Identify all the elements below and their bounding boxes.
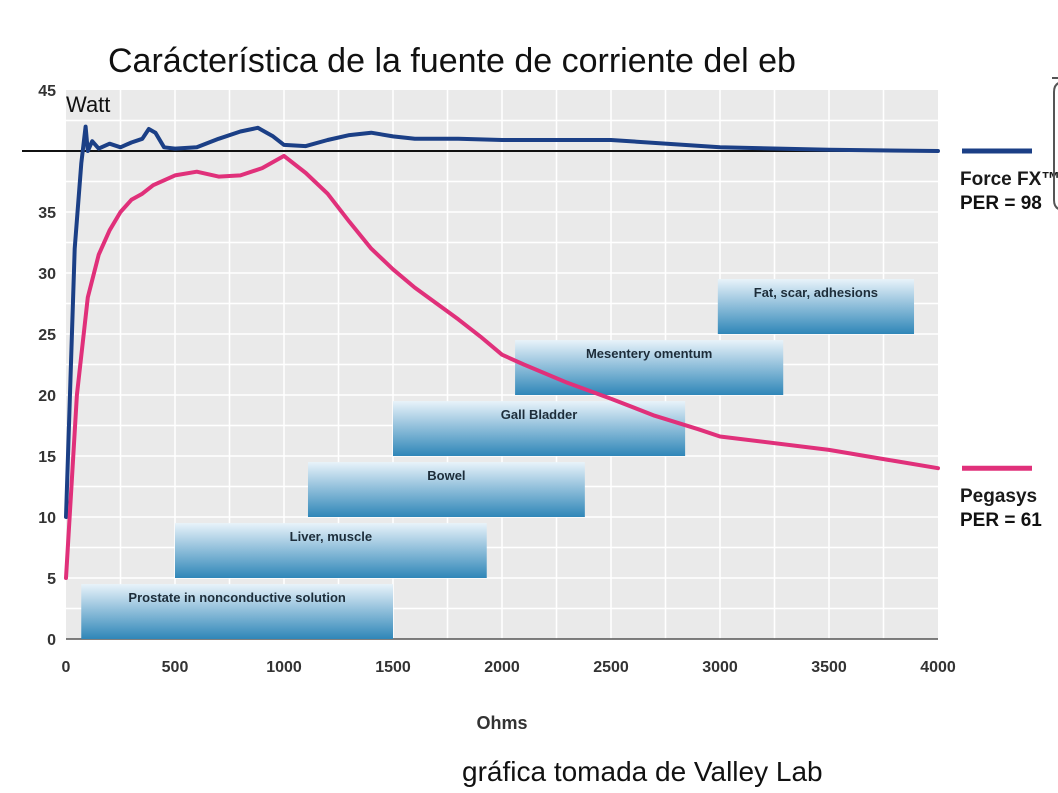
tissue-band-label: Bowel: [427, 468, 465, 483]
y-tick-label: 5: [47, 571, 56, 588]
tissue-band: [175, 523, 487, 578]
x-tick-label: 1500: [375, 659, 411, 676]
x-tick-label: 0: [62, 659, 71, 676]
x-tick-label: 4000: [920, 659, 956, 676]
cropped-callout-box: [1053, 82, 1058, 210]
x-tick-label: 2000: [484, 659, 520, 676]
tissue-band-label: Gall Bladder: [501, 407, 578, 422]
legend-series-name: Pegasys: [960, 486, 1037, 507]
legend-series-name: Force FX™: [960, 169, 1058, 190]
chart-title: Carácterística de la fuente de corriente…: [108, 42, 796, 80]
legend-series-per: PER = 61: [960, 510, 1042, 531]
y-tick-label: 10: [38, 510, 56, 527]
y-tick-label: 15: [38, 449, 56, 466]
series-line-force-fx: [64, 124, 940, 519]
series-lines: [64, 124, 940, 580]
y-axis-label: Watt: [66, 92, 110, 117]
x-tick-labels: 0 500 1000 1500 2000 2500 3000 3500 4000: [62, 659, 956, 676]
x-axis-label: Ohms: [476, 713, 527, 733]
tissue-band-label: Fat, scar, adhesions: [754, 285, 878, 300]
x-tick-label: 3500: [811, 659, 847, 676]
tissue-bands: Prostate in nonconductive solution Liver,…: [81, 279, 915, 639]
tissue-band-label: Liver, muscle: [290, 529, 372, 544]
x-tick-label: 3000: [702, 659, 738, 676]
tissue-band: [515, 340, 784, 395]
series-line-pegasys: [64, 153, 940, 580]
y-tick-label: 20: [38, 388, 56, 405]
tissue-band: [307, 462, 585, 517]
y-tick-label: 45: [38, 83, 56, 100]
y-tick-label: 25: [38, 327, 56, 344]
x-tick-label: 1000: [266, 659, 302, 676]
legend-series-per: PER = 98: [960, 193, 1042, 214]
source-note: gráfica tomada de Valley Lab: [462, 756, 823, 787]
tissue-band: [81, 584, 393, 639]
tissue-band-label: Prostate in nonconductive solution: [128, 590, 345, 605]
y-tick-label: 0: [47, 632, 56, 649]
y-tick-label: 30: [38, 266, 56, 283]
tissue-band: [717, 279, 915, 334]
y-tick-labels: 0 5 10 15 20 25 30 35 45: [38, 83, 56, 649]
x-tick-label: 2500: [593, 659, 629, 676]
x-tick-label: 500: [162, 659, 189, 676]
tissue-band-label: Mesentery omentum: [586, 346, 712, 361]
y-tick-label: 35: [38, 205, 56, 222]
legend: Force FX™ PER = 98 Pegasys PER = 61: [960, 148, 1058, 531]
